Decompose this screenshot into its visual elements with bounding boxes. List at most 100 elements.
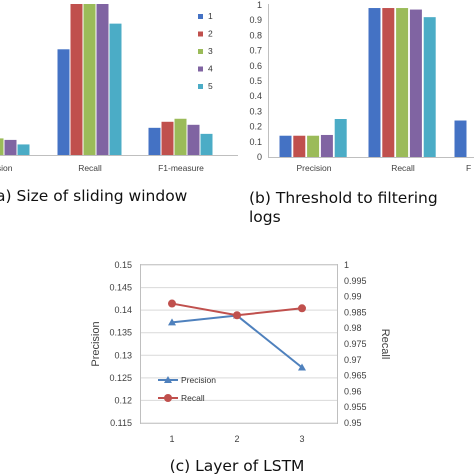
chart-c-ytick-left-0.135: 0.135 xyxy=(109,328,132,338)
chart-c-ytick-right-0.965: 0.965 xyxy=(344,371,367,381)
chart-c-ytick-right-0.96: 0.96 xyxy=(344,386,362,396)
chart-a-legend: 1 2 3 4 5 xyxy=(198,11,213,91)
chart-b-ytick-0.3: 0.3 xyxy=(249,106,262,116)
legend-a-label-1: 1 xyxy=(208,11,213,21)
chart-b-ytick-0.2: 0.2 xyxy=(249,122,262,132)
bar-a-s3-f1-measure xyxy=(174,118,187,155)
bar-b-s1-f1-measure xyxy=(454,120,467,157)
chart-a-cat-label-1: Recall xyxy=(78,163,102,173)
chart-c-ytick-right-1: 1 xyxy=(344,260,349,270)
bar-b-s2-recall xyxy=(382,8,395,158)
chart-b-caption: (b) Threshold to filtering logs xyxy=(249,189,443,226)
chart-c-series xyxy=(168,299,306,371)
chart-a-bars xyxy=(0,4,213,155)
chart-c-ytick-left-0.115: 0.115 xyxy=(110,418,132,428)
chart-b-ytick-0.9: 0.9 xyxy=(249,15,262,25)
chart-c-right-ticks: 0.95 0.955 0.96 0.965 0.97 0.975 0.98 0.985 0.99… xyxy=(344,260,367,428)
marker-c-precision-3 xyxy=(298,363,306,371)
legend-a-swatch-3 xyxy=(198,49,203,54)
bar-a-s4-f1-measure xyxy=(187,124,200,155)
chart-c-ytick-left-0.14: 0.14 xyxy=(114,305,132,315)
bar-b-s1-precision xyxy=(279,135,292,157)
chart-c-x-ticks: 1 2 3 xyxy=(169,434,304,444)
chart-b-ytick-0.4: 0.4 xyxy=(249,91,262,101)
chart-c-ytick-left-0.13: 0.13 xyxy=(114,350,132,360)
bar-b-s5-precision xyxy=(334,119,347,157)
bar-b-s2-precision xyxy=(293,135,306,157)
chart-a-cat-label-2: F1-measure xyxy=(158,163,204,173)
chart-c-ytick-right-0.955: 0.955 xyxy=(344,402,367,412)
bar-b-s3-precision xyxy=(307,135,320,157)
chart-b-bars xyxy=(279,8,467,158)
chart-c-ytick-left-0.12: 0.12 xyxy=(114,395,132,405)
marker-c-recall-1 xyxy=(168,299,176,308)
legend-a-label-4: 4 xyxy=(208,64,213,74)
chart-c-ytick-left-0.15: 0.15 xyxy=(114,260,132,270)
bar-a-s2-f1-measure xyxy=(161,121,174,155)
legend-a-swatch-1 xyxy=(198,14,203,19)
chart-c-xtick-3: 3 xyxy=(299,434,304,444)
legend-a-swatch-2 xyxy=(198,31,203,37)
chart-b-y-ticks: 0 0.1 0.2 0.3 0.4 0.5 0.6 0.7 0.8 0.9 1 xyxy=(249,0,262,162)
bar-b-s3-recall xyxy=(396,8,409,158)
legend-a-swatch-4 xyxy=(198,66,203,72)
chart-c-ytick-right-0.97: 0.97 xyxy=(344,355,362,365)
bar-a-s5-f1-measure xyxy=(200,133,213,155)
chart-c: 0.115 0.12 0.125 0.13 0.135 0.14 0.145 0.15 0.9… xyxy=(90,260,391,474)
bar-b-s1-recall xyxy=(368,8,381,158)
chart-b-caption-line-2: logs xyxy=(249,208,281,226)
chart-c-ylabel-left: Precision xyxy=(90,321,102,366)
legend-a-label-5: 5 xyxy=(208,81,213,91)
bar-a-s5-recall xyxy=(109,23,122,155)
chart-c-caption: (c) Layer of LSTM xyxy=(170,457,305,474)
chart-c-xtick-2: 2 xyxy=(234,434,239,444)
bar-a-s1-f1-measure xyxy=(148,127,161,155)
chart-c-ytick-right-0.98: 0.98 xyxy=(344,323,362,333)
marker-c-recall-2 xyxy=(233,311,241,320)
chart-b-ytick-1: 1 xyxy=(257,0,262,10)
chart-c-ytick-left-0.145: 0.145 xyxy=(109,283,132,293)
chart-b-ytick-0.1: 0.1 xyxy=(249,137,262,147)
marker-c-precision-1 xyxy=(168,318,176,326)
bar-a-s3-precision xyxy=(0,138,4,155)
chart-a-caption: (a) Size of sliding window xyxy=(0,187,188,205)
bar-a-s2-recall xyxy=(70,4,83,155)
legend-c-label-precision: Precision xyxy=(181,375,216,385)
chart-c-ytick-right-0.95: 0.95 xyxy=(344,418,362,428)
chart-c-left-ticks: 0.115 0.12 0.125 0.13 0.135 0.14 0.145 0.15 xyxy=(109,260,132,428)
chart-b-cat-label-0: Precision xyxy=(297,163,332,173)
chart-a-cat-label-0: ision xyxy=(0,163,13,173)
chart-a: ision Recall F1-measure 1 2 3 4 5 (a) Size o… xyxy=(0,4,238,205)
bar-a-s3-recall xyxy=(83,4,96,155)
chart-b: 00.10.20.30.40.50.60.70.80.91 Precision … xyxy=(249,0,474,226)
chart-b-ytick-0.5: 0.5 xyxy=(249,76,262,86)
chart-c-ytick-left-0.125: 0.125 xyxy=(109,373,132,383)
bar-b-s4-precision xyxy=(320,134,333,157)
bar-a-s4-recall xyxy=(96,4,109,155)
legend-a-swatch-5 xyxy=(198,84,203,89)
chart-c-ytick-right-0.985: 0.985 xyxy=(344,307,367,317)
legend-c-marker-precision xyxy=(164,376,172,383)
legend-a-label-2: 2 xyxy=(208,29,213,39)
chart-b-caption-line-1: (b) Threshold to filtering xyxy=(249,189,438,207)
chart-c-ytick-right-0.995: 0.995 xyxy=(344,276,367,286)
chart-c-ytick-right-0.99: 0.99 xyxy=(344,292,362,302)
bar-b-s4-recall xyxy=(409,9,422,158)
chart-b-ytick-0.6: 0.6 xyxy=(249,61,262,71)
legend-a-label-3: 3 xyxy=(208,46,213,56)
line-c-precision xyxy=(171,314,303,369)
legend-c-label-recall: Recall xyxy=(181,393,205,403)
chart-c-xtick-1: 1 xyxy=(169,434,174,444)
chart-b-ytick-0: 0 xyxy=(257,152,262,162)
bar-a-s4-precision xyxy=(4,139,17,155)
bar-a-s1-recall xyxy=(57,49,70,155)
marker-c-recall-3 xyxy=(298,304,306,313)
bar-a-s5-precision xyxy=(17,144,30,155)
chart-c-ytick-right-0.975: 0.975 xyxy=(344,339,367,349)
chart-c-ylabel-right: Recall xyxy=(379,329,391,360)
chart-b-cat-label-2: F xyxy=(466,163,471,173)
chart-b-ytick-0.7: 0.7 xyxy=(249,46,262,56)
legend-c-marker-recall xyxy=(164,394,172,402)
chart-b-cat-label-1: Recall xyxy=(391,163,415,173)
